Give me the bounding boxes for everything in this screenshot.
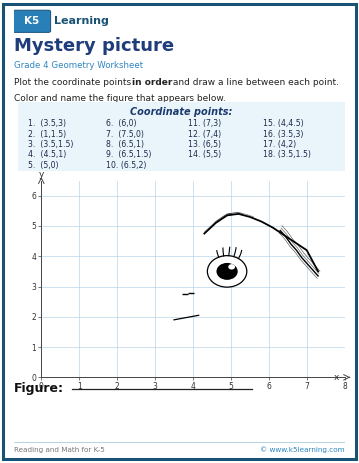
Text: 2.  (1,1.5): 2. (1,1.5) — [28, 130, 66, 138]
Text: 13. (6,5): 13. (6,5) — [188, 140, 221, 149]
FancyBboxPatch shape — [11, 100, 351, 173]
Circle shape — [208, 256, 247, 287]
Text: 15. (4,4.5): 15. (4,4.5) — [263, 119, 304, 128]
Text: x: x — [333, 373, 339, 382]
Text: © www.k5learning.com: © www.k5learning.com — [260, 447, 345, 453]
Text: 12. (7,4): 12. (7,4) — [188, 130, 221, 138]
Text: Reading and Math for K-5: Reading and Math for K-5 — [14, 447, 105, 453]
Text: 1.  (3.5,3): 1. (3.5,3) — [28, 119, 66, 128]
Text: 6.  (6,0): 6. (6,0) — [106, 119, 137, 128]
Text: 17. (4,2): 17. (4,2) — [263, 140, 296, 149]
Text: Grade 4 Geometry Worksheet: Grade 4 Geometry Worksheet — [14, 61, 144, 70]
Text: 9.  (6.5,1.5): 9. (6.5,1.5) — [106, 150, 151, 159]
Text: Coordinate points:: Coordinate points: — [130, 107, 233, 118]
Text: 10. (6.5,2): 10. (6.5,2) — [106, 161, 146, 170]
Text: 11. (7,3): 11. (7,3) — [188, 119, 221, 128]
Text: 14. (5,5): 14. (5,5) — [188, 150, 221, 159]
Circle shape — [228, 264, 235, 269]
Text: 3.  (3.5,1.5): 3. (3.5,1.5) — [28, 140, 73, 149]
Circle shape — [216, 263, 238, 280]
FancyBboxPatch shape — [12, 10, 51, 32]
Text: in order: in order — [132, 78, 172, 87]
Text: and draw a line between each point.: and draw a line between each point. — [170, 78, 339, 87]
Text: 8.  (6.5,1): 8. (6.5,1) — [106, 140, 144, 149]
Text: K5: K5 — [24, 16, 39, 26]
Text: 5.  (5,0): 5. (5,0) — [28, 161, 58, 170]
Text: Plot the coordinate points: Plot the coordinate points — [14, 78, 134, 87]
Text: Mystery picture: Mystery picture — [14, 38, 174, 56]
Text: Color and name the figure that appears below.: Color and name the figure that appears b… — [14, 94, 226, 102]
Text: 7.  (7.5,0): 7. (7.5,0) — [106, 130, 144, 138]
Text: y: y — [39, 170, 44, 179]
Text: Figure:: Figure: — [14, 382, 64, 395]
Text: 4.  (4.5,1): 4. (4.5,1) — [28, 150, 66, 159]
Text: 16. (3.5,3): 16. (3.5,3) — [263, 130, 303, 138]
Text: Learning: Learning — [54, 16, 109, 25]
Text: 18. (3.5,1.5): 18. (3.5,1.5) — [263, 150, 311, 159]
